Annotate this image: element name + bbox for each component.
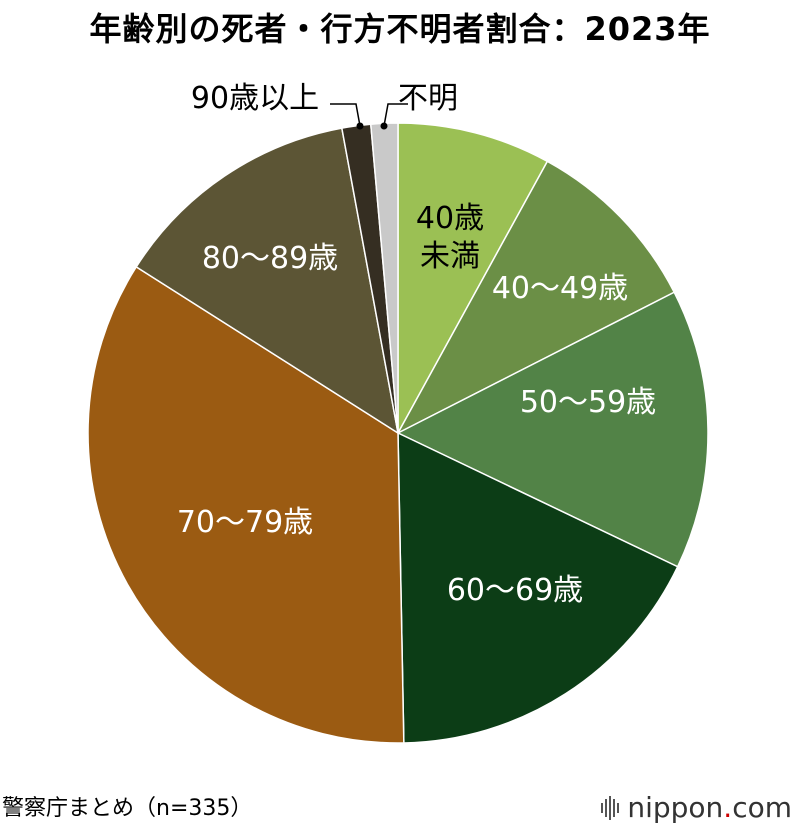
slice-label-0: 40歳未満 — [416, 201, 484, 274]
slice-label-4: 70〜79歳 — [177, 505, 313, 540]
pie-slice-3 — [397, 431, 679, 744]
leader-line-7 — [383, 103, 408, 127]
source-note: 警察庁まとめ（n=335） — [2, 796, 253, 821]
nippon-logo[interactable]: nippon. com — [601, 791, 792, 824]
slice-label-6: 90歳以上 — [191, 81, 319, 116]
leader-line-6 — [330, 103, 361, 127]
logo-bars-icon — [601, 795, 621, 820]
chart-title: 年齢別の死者・行方不明者割合：2023年 — [89, 10, 711, 48]
pie-slice-4 — [87, 265, 405, 744]
pie-slice-2 — [396, 291, 709, 568]
logo-name: nippon — [627, 791, 724, 824]
slice-label-1: 40〜49歳 — [492, 271, 628, 306]
slice-label-5: 80〜89歳 — [202, 241, 338, 276]
slice-label-7: 不明 — [398, 81, 458, 116]
slice-label-3: 60〜69歳 — [447, 573, 583, 608]
pie-slice-5 — [135, 127, 400, 435]
pie-slice-1 — [396, 160, 676, 435]
pie-slice-0 — [397, 122, 549, 434]
logo-suffix: com — [732, 791, 792, 824]
leader-dot-7 — [380, 122, 388, 130]
leader-dot-6 — [356, 122, 364, 130]
slice-label-2: 50〜59歳 — [520, 385, 656, 420]
logo-dot: . — [723, 791, 733, 824]
